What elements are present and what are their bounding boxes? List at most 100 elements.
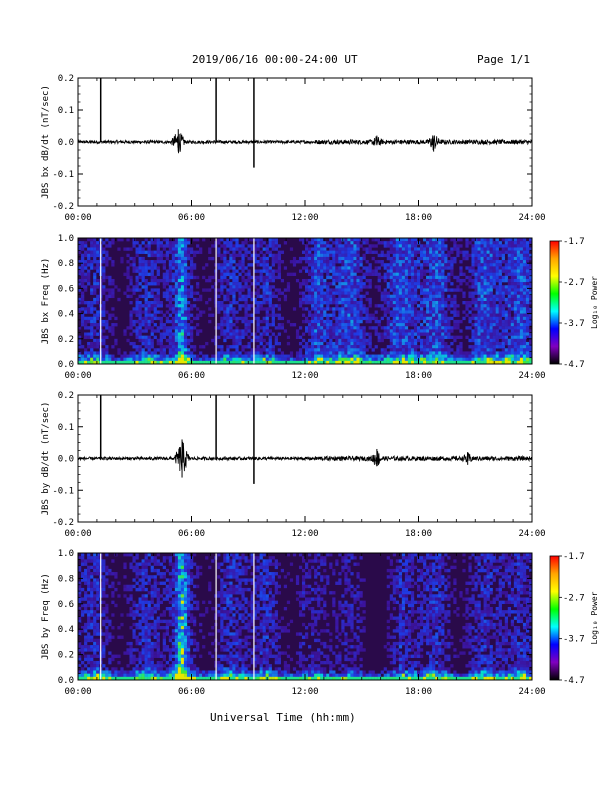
spectrogram-cell [435,307,439,311]
spectrogram-cell [495,338,499,343]
spectrogram-cell [238,294,242,299]
spectrogram-cell [507,332,512,336]
spectrogram-cell [329,269,333,273]
spectrogram-cell [501,338,505,343]
spectrogram-cell [468,354,472,358]
spectrogram-cell [335,357,339,362]
spectrogram-cell [259,332,263,336]
spectrogram-cell [353,329,357,333]
spectrogram-cell [235,301,239,305]
spectrogram-cell [338,253,342,258]
spectrogram-cell [329,250,333,254]
spectrogram-cell [474,256,478,261]
spectrogram-cell [510,348,515,352]
spectrogram-cell [271,304,275,308]
spectrogram-cell [96,638,100,643]
spectrogram-cell [308,285,312,289]
spectrogram-cell [78,556,82,560]
spectrogram-cell [435,266,439,270]
spectrogram-cell [132,241,136,245]
spectrogram-cell [498,253,502,258]
spectrogram-cell [196,285,200,289]
spectrogram-cell [311,341,315,346]
spectrogram-cell [510,241,515,245]
spectrogram-cell [423,297,427,302]
spectrogram-cell [277,275,281,280]
spectrogram-cell [250,256,254,261]
spectrogram-cell [102,335,106,339]
spectrogram-cell [389,294,393,299]
spectrogram-cell [323,332,327,336]
spectrogram-cell [144,319,148,324]
spectrogram-cell [486,278,490,283]
spectrogram-cell [317,291,321,295]
spectrogram-cell [314,253,318,258]
spectrogram-cell [516,338,521,343]
spectrogram-cell [235,238,239,242]
spectrogram-cell [398,357,403,362]
spectrogram-cell [407,360,412,365]
spectrogram-cell [317,313,321,317]
spectrogram-cell [353,338,357,343]
spectrogram-cell [377,319,381,324]
spectrogram-cell [241,319,245,324]
spectrogram-cell [265,310,269,314]
spectrogram-cell [435,341,439,346]
spectrogram-cell [326,345,330,349]
spectrogram-cell [180,348,185,352]
y-tick-label: 0.2 [58,74,74,84]
spectrogram-cell [329,329,333,333]
spectrogram-cell [111,559,115,563]
spectrogram-cell [477,288,481,292]
spectrogram-cell [320,348,324,352]
spectrogram-cell [483,354,487,358]
spectrogram-cell [102,641,106,646]
spectrogram-cell [180,360,185,365]
spectrogram-cell [513,247,518,251]
spectrogram-cell [183,316,188,321]
spectrogram-cell [196,291,200,295]
spectrogram-cell [423,247,427,251]
spectrogram-cell [471,301,475,305]
spectrogram-cell [504,351,508,355]
spectrogram-cell [338,241,342,245]
spectrogram-cell [268,357,272,362]
spectrogram-cell [229,357,233,362]
spectrogram-cell [177,319,182,324]
spectrogram-cell [398,288,403,292]
spectrogram-cell [522,357,527,362]
spectrogram-cell [353,354,357,358]
spectrogram-cell [519,282,524,286]
spectrogram-cell [356,247,360,251]
spectrogram-cell [486,275,490,280]
spectrogram-cell [353,247,357,251]
spectrogram-cell [453,326,457,330]
spectrogram-cell [344,250,348,254]
spectrogram-cell [314,260,318,264]
spectrogram-cell [528,282,533,286]
spectrogram-cell [332,307,336,311]
spectrogram-cell [268,266,272,270]
spectrogram-cell [380,241,384,245]
spectrogram-cell [177,329,182,333]
spectrogram-cell [93,301,97,305]
spectrogram-cell [441,341,445,346]
spectrogram-cell [105,354,109,358]
spectrogram-cell [332,329,336,333]
spectrogram-cell [256,301,260,305]
spectrogram-cell [253,301,257,305]
spectrogram-cell [262,285,266,289]
spectrogram-cell [84,622,88,627]
spectrogram-cell [432,316,436,321]
spectrogram-cell [407,288,412,292]
spectrogram-cell [150,301,154,305]
spectrogram-cell [329,288,333,292]
spectrogram-cell [196,282,200,286]
spectrogram-cell [426,335,430,339]
spectrogram-cell [81,244,85,248]
spectrogram-cell [519,341,524,346]
spectrogram-cell [432,307,436,311]
spectrogram-cell [441,332,445,336]
spectrogram-cell [317,238,321,242]
spectrogram-cell [486,247,490,251]
